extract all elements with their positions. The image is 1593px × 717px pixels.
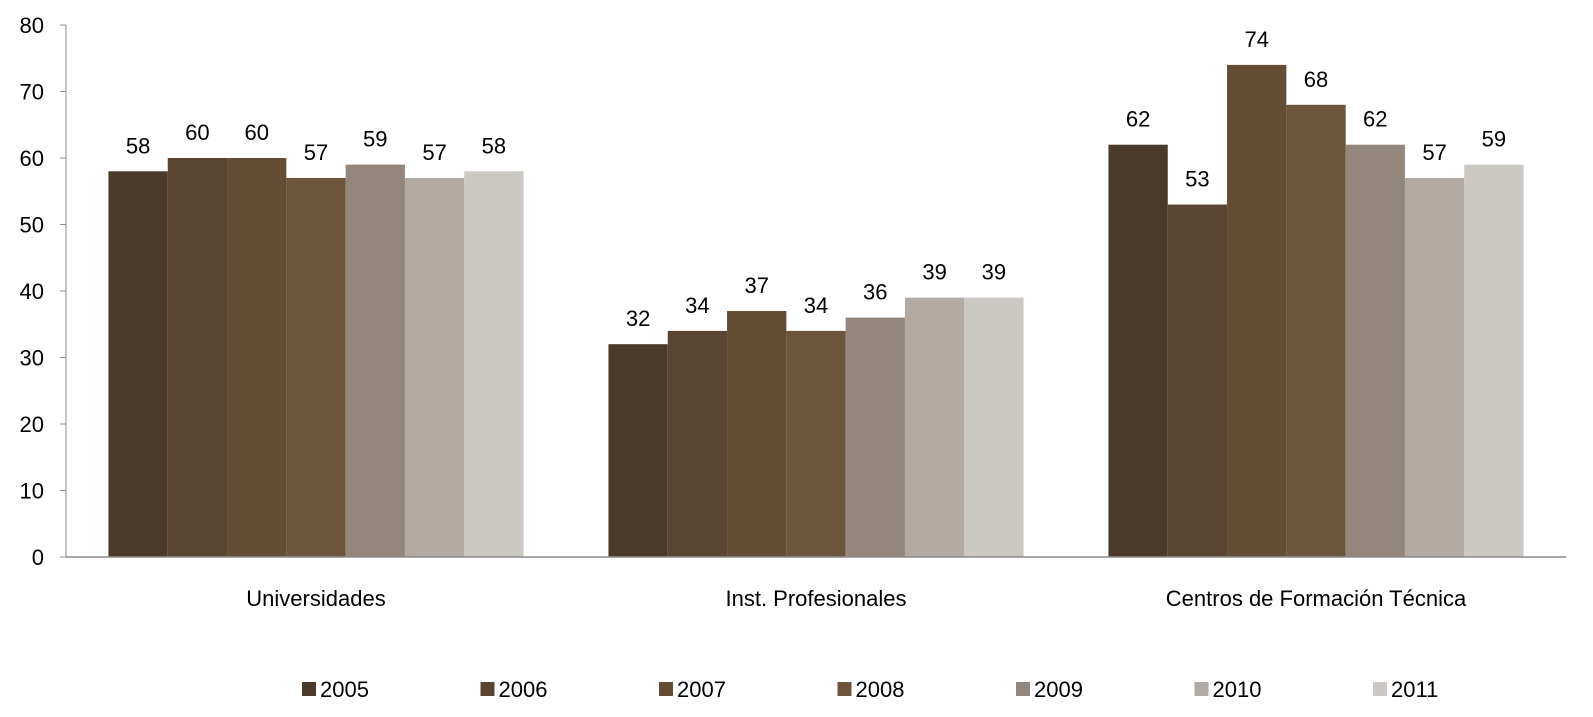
bar-2011 (464, 171, 524, 558)
legend-label: 2007 (677, 677, 726, 702)
data-labels: 58 60 60 57 59 57 58 32 34 37 34 36 39 39 62 53 74 68 62 57… (126, 27, 1506, 331)
data-label: 59 (1482, 127, 1506, 152)
legend-label: 2005 (320, 677, 369, 702)
bar-2011 (964, 297, 1024, 557)
data-label: 53 (1185, 167, 1209, 192)
legend-swatch (837, 682, 852, 696)
y-tick-label: 50 (20, 213, 44, 238)
data-label: 60 (244, 120, 268, 145)
data-label: 62 (1126, 107, 1150, 132)
y-tick-label: 10 (20, 479, 44, 504)
bar-2009 (345, 164, 405, 557)
legend-item-2008: 2008 (837, 677, 905, 702)
bar-2008 (1286, 104, 1346, 558)
data-label: 68 (1304, 67, 1328, 92)
data-label: 34 (685, 293, 709, 318)
y-tick-label: 80 (20, 13, 44, 38)
data-label: 58 (126, 133, 150, 158)
bar-2006 (667, 330, 728, 557)
legend-item-2005: 2005 (302, 677, 369, 702)
data-label: 36 (863, 280, 887, 305)
legend-swatch (1016, 682, 1030, 696)
bar-2008 (286, 177, 346, 557)
bar-2011 (1464, 164, 1524, 557)
legend-item-2009: 2009 (1016, 677, 1083, 702)
legend-swatch (302, 682, 316, 696)
bar-2007 (227, 158, 287, 557)
data-label: 34 (804, 293, 828, 318)
bar-2005 (608, 344, 668, 557)
bar-2005 (108, 171, 168, 558)
legend-swatch (659, 682, 673, 696)
bar-2007 (1227, 64, 1287, 558)
legend: 2005 2006 2007 2008 2009 2010 2011 (302, 677, 1438, 702)
category-label: Centros de Formación Técnica (1166, 586, 1467, 611)
bars (108, 64, 1524, 558)
y-tick-label: 30 (20, 346, 44, 371)
data-label: 57 (1422, 140, 1446, 165)
legend-label: 2010 (1213, 677, 1262, 702)
legend-item-2011: 2011 (1373, 677, 1438, 702)
legend-item-2007: 2007 (659, 677, 726, 702)
y-tick-label: 20 (20, 412, 44, 437)
data-label: 37 (744, 273, 768, 298)
data-label: 57 (422, 140, 446, 165)
data-label: 59 (363, 127, 387, 152)
data-label: 62 (1363, 107, 1387, 132)
bar-2009 (845, 317, 905, 557)
y-tick-label: 40 (20, 279, 44, 304)
legend-label: 2009 (1034, 677, 1083, 702)
x-axis: Universidades Inst. Profesionales Centros … (66, 556, 1566, 611)
legend-swatch (1373, 682, 1387, 696)
legend-swatch (480, 682, 495, 696)
y-tick-label: 70 (20, 80, 44, 105)
legend-label: 2008 (856, 677, 905, 702)
bar-2008 (786, 330, 846, 557)
legend-item-2006: 2006 (480, 677, 548, 702)
legend-label: 2006 (499, 677, 548, 702)
data-label: 58 (482, 133, 506, 158)
legend-swatch (1194, 682, 1209, 696)
data-label: 57 (304, 140, 328, 165)
bar-2007 (727, 310, 787, 557)
bar-2005 (1108, 144, 1168, 557)
bar-2006 (1167, 204, 1228, 558)
y-axis: 0 10 20 30 40 50 60 70 80 (20, 13, 67, 570)
y-tick-label: 60 (20, 146, 44, 171)
y-tick-label: 0 (32, 545, 44, 570)
bar-2010 (904, 297, 965, 557)
data-label: 74 (1244, 27, 1268, 52)
bar-2006 (167, 158, 228, 557)
data-label: 60 (185, 120, 209, 145)
bar-2009 (1345, 144, 1405, 557)
category-label: Inst. Profesionales (726, 586, 907, 611)
data-label: 39 (982, 260, 1006, 285)
bar-2010 (1404, 177, 1465, 557)
data-label: 39 (922, 260, 946, 285)
legend-item-2010: 2010 (1194, 677, 1262, 702)
legend-label: 2011 (1391, 677, 1438, 702)
bar-2010 (404, 177, 465, 557)
data-label: 32 (626, 306, 650, 331)
category-label: Universidades (246, 586, 385, 611)
